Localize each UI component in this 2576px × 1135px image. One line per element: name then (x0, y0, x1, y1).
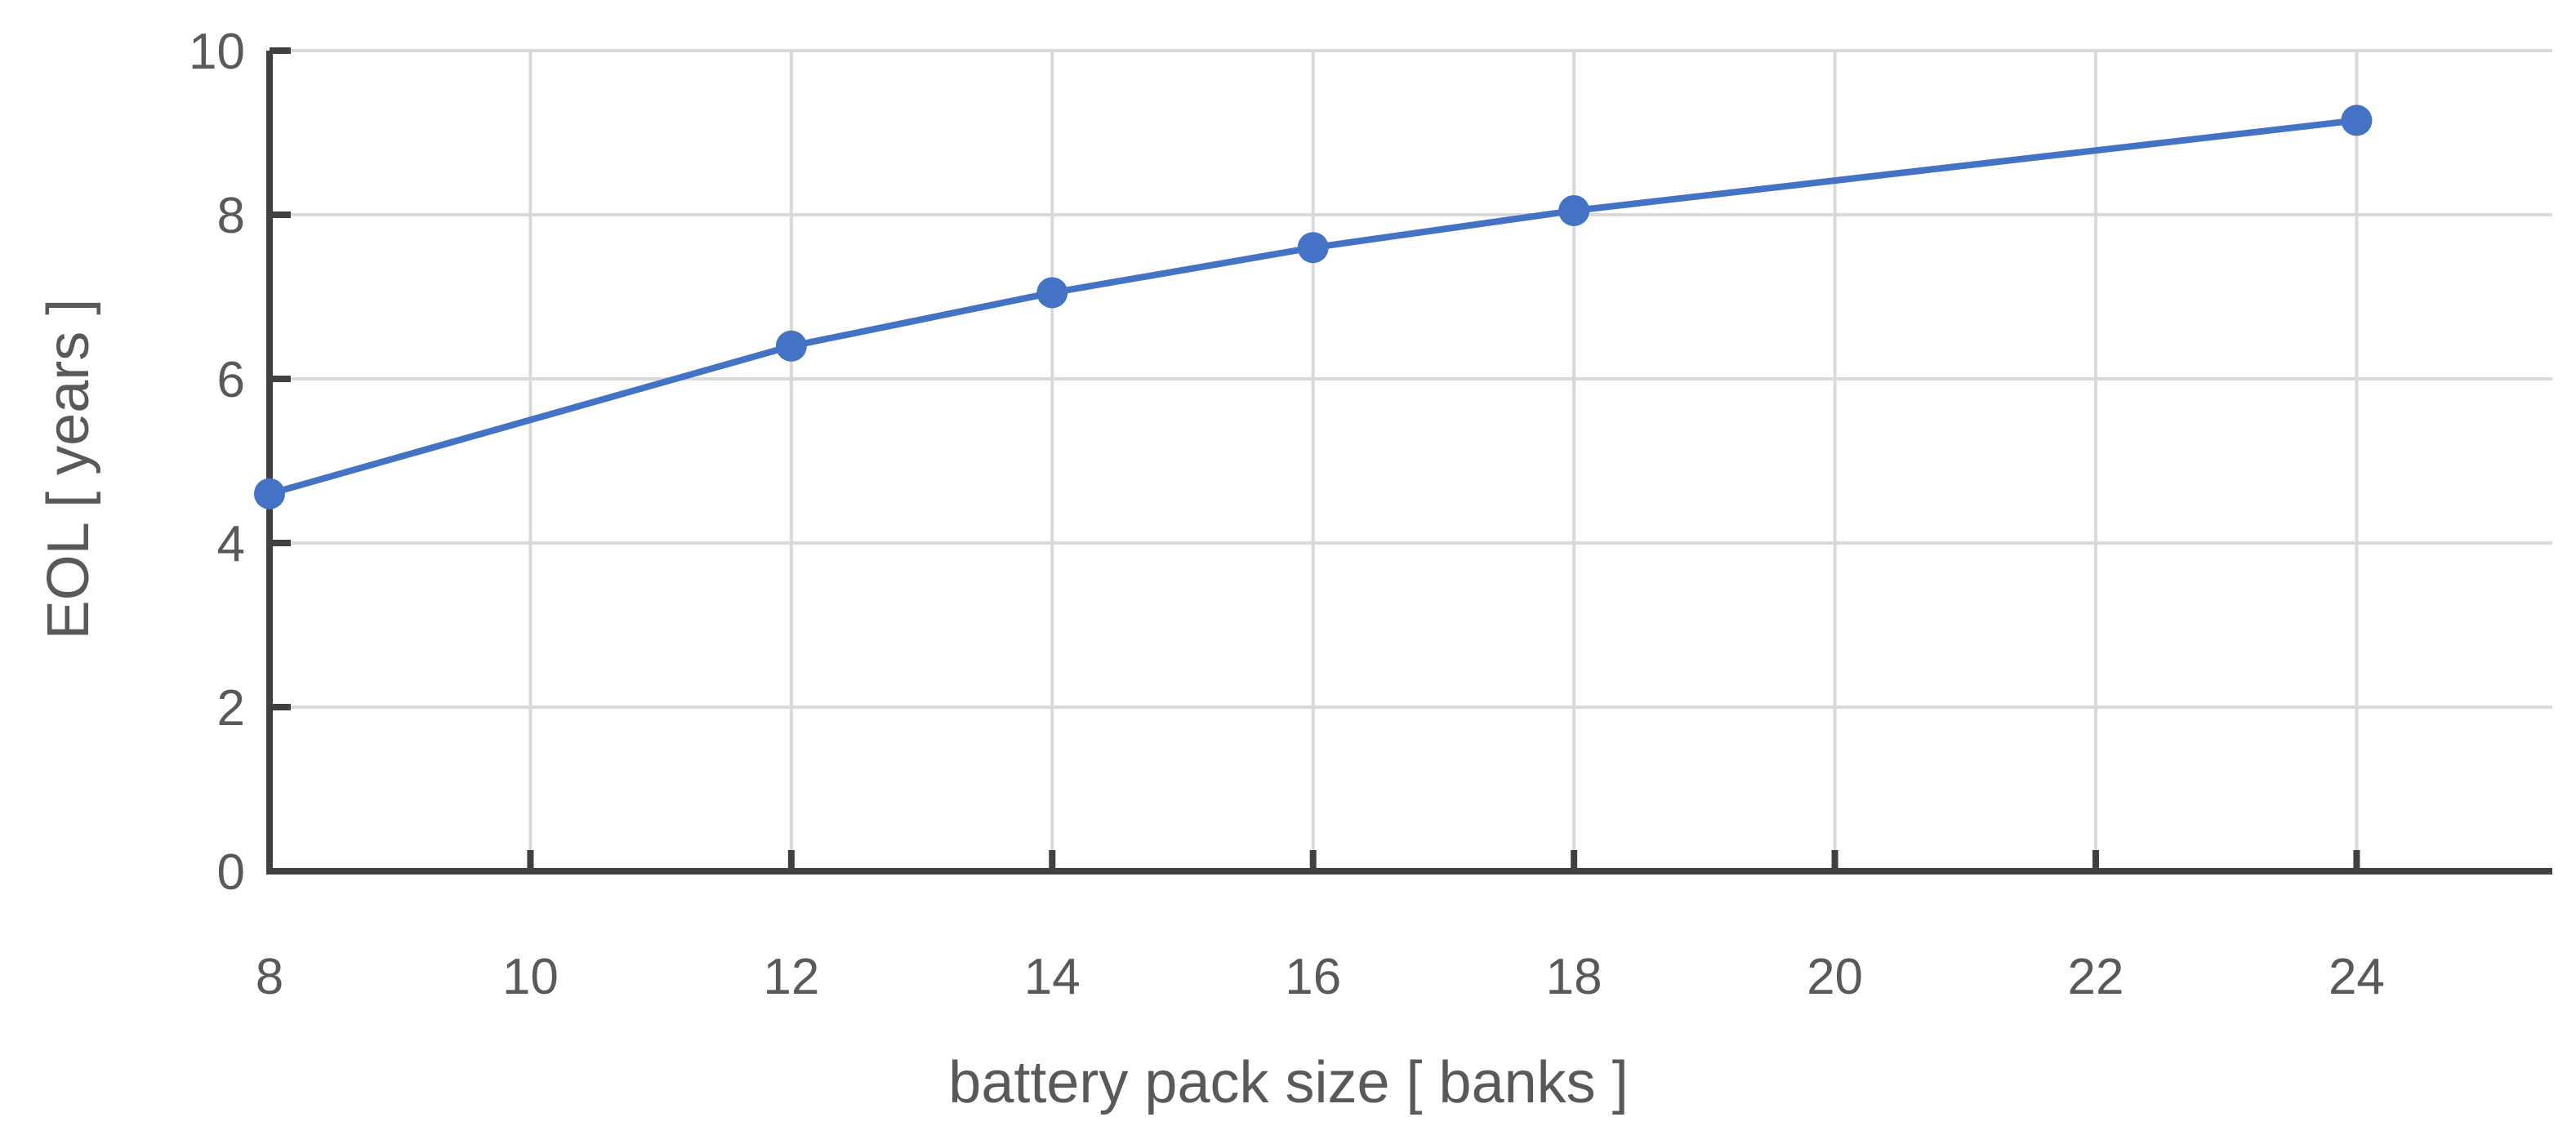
x-tick-label: 24 (2329, 949, 2385, 1005)
x-axis-title: battery pack size [ banks ] (948, 1050, 1628, 1115)
data-point (2341, 105, 2373, 136)
data-point (1558, 194, 1590, 226)
data-point (1036, 277, 1068, 309)
x-tick-label: 10 (502, 949, 559, 1005)
series-line (268, 117, 2357, 497)
x-tick-label: 20 (1807, 949, 1863, 1005)
series-layer (254, 105, 2373, 510)
x-tick-labels: 8 10 12 14 16 18 20 22 24 (256, 949, 2385, 1005)
data-point (1297, 232, 1329, 264)
y-tick-labels: 0 2 4 6 8 10 (189, 24, 245, 901)
x-tick-label: 8 (256, 949, 283, 1005)
data-point (775, 330, 807, 362)
x-tick-label: 18 (1546, 949, 1602, 1005)
y-tick-label: 6 (217, 352, 245, 408)
grid-lines (270, 49, 2552, 871)
x-tick-label: 14 (1024, 949, 1081, 1005)
x-tick-label: 12 (763, 949, 819, 1005)
y-axis-title: EOL [ years ] (36, 299, 101, 639)
y-tick-label: 2 (217, 680, 245, 737)
data-point (254, 478, 285, 510)
y-tick-label: 8 (217, 188, 245, 244)
y-tick-label: 10 (189, 24, 245, 80)
x-tick-label: 22 (2068, 949, 2124, 1005)
axes (266, 47, 2552, 875)
x-tick-label: 16 (1285, 949, 1341, 1005)
y-tick-label: 4 (217, 516, 245, 572)
y-tick-label: 0 (217, 844, 245, 901)
